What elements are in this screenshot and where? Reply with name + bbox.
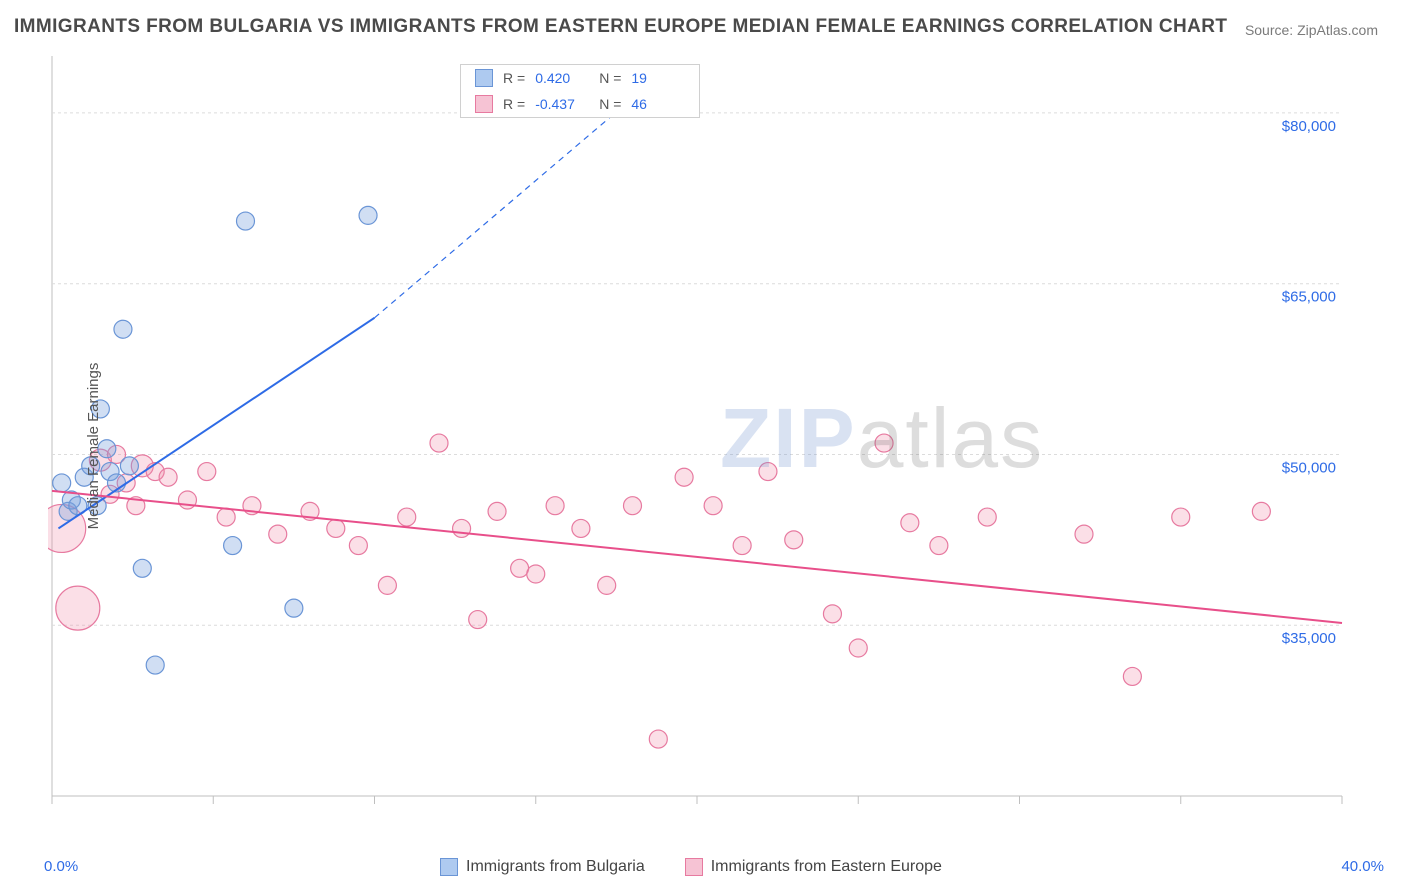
data-point: [359, 206, 377, 224]
data-point: [527, 565, 545, 583]
data-point: [120, 457, 138, 475]
legend-item: Immigrants from Bulgaria: [440, 858, 645, 876]
data-point: [146, 656, 164, 674]
regression-line: [52, 491, 1342, 623]
source-label: Source: ZipAtlas.com: [1245, 22, 1378, 38]
stat-r-value: -0.437: [535, 96, 589, 112]
stat-r-label: R =: [503, 70, 525, 86]
data-point: [430, 434, 448, 452]
data-point: [53, 474, 71, 492]
data-point: [349, 537, 367, 555]
legend-swatch: [685, 858, 703, 876]
data-point: [649, 730, 667, 748]
legend-row: R = 0.420 N = 19: [461, 65, 699, 91]
data-point: [930, 537, 948, 555]
x-axis-max-label: 40.0%: [1341, 858, 1384, 875]
data-point: [56, 586, 100, 630]
stat-r-value: 0.420: [535, 70, 589, 86]
legend-swatch: [440, 858, 458, 876]
stat-n-value: 46: [631, 96, 685, 112]
svg-text:$35,000: $35,000: [1282, 630, 1336, 647]
data-point: [398, 508, 416, 526]
data-point: [675, 468, 693, 486]
data-point: [237, 212, 255, 230]
stat-r-label: R =: [503, 96, 525, 112]
data-point: [285, 599, 303, 617]
data-point: [453, 519, 471, 537]
data-point: [849, 639, 867, 657]
legend-item: Immigrants from Eastern Europe: [685, 858, 942, 876]
data-point: [114, 320, 132, 338]
x-axis-min-label: 0.0%: [44, 858, 78, 875]
data-point: [378, 576, 396, 594]
data-point: [133, 559, 151, 577]
stat-n-label: N =: [599, 96, 621, 112]
data-point: [198, 463, 216, 481]
scatter-chart: $35,000 $50,000 $65,000 $80,000: [48, 56, 1348, 816]
legend-label: Immigrants from Eastern Europe: [711, 858, 942, 876]
correlation-legend: R = 0.420 N = 19 R = -0.437 N = 46: [460, 64, 700, 118]
svg-text:$80,000: $80,000: [1282, 118, 1336, 135]
svg-text:$50,000: $50,000: [1282, 459, 1336, 476]
chart-title: IMMIGRANTS FROM BULGARIA VS IMMIGRANTS F…: [14, 16, 1227, 38]
data-point: [1075, 525, 1093, 543]
data-point: [875, 434, 893, 452]
data-point: [1123, 667, 1141, 685]
data-point: [159, 468, 177, 486]
svg-text:$65,000: $65,000: [1282, 289, 1336, 306]
legend-swatch: [475, 69, 493, 87]
stat-n-value: 19: [631, 70, 685, 86]
data-point: [624, 497, 642, 515]
data-point: [511, 559, 529, 577]
data-point: [1172, 508, 1190, 526]
data-point: [704, 497, 722, 515]
y-axis-label: Median Female Earnings: [85, 363, 102, 530]
data-point: [469, 611, 487, 629]
regression-line-extrapolated: [375, 84, 649, 317]
data-point: [224, 537, 242, 555]
data-point: [759, 463, 777, 481]
stat-n-label: N =: [599, 70, 621, 86]
data-point: [217, 508, 235, 526]
data-point: [572, 519, 590, 537]
data-point: [269, 525, 287, 543]
data-point: [901, 514, 919, 532]
chart-area: $35,000 $50,000 $65,000 $80,000: [48, 56, 1348, 816]
legend-label: Immigrants from Bulgaria: [466, 858, 645, 876]
data-point: [327, 519, 345, 537]
data-point: [733, 537, 751, 555]
data-point: [488, 502, 506, 520]
data-point: [823, 605, 841, 623]
legend-swatch: [475, 95, 493, 113]
data-point: [598, 576, 616, 594]
data-point: [978, 508, 996, 526]
legend-row: R = -0.437 N = 46: [461, 91, 699, 117]
data-point: [1252, 502, 1270, 520]
data-point: [785, 531, 803, 549]
series-legend: Immigrants from Bulgaria Immigrants from …: [440, 858, 942, 876]
data-point: [546, 497, 564, 515]
